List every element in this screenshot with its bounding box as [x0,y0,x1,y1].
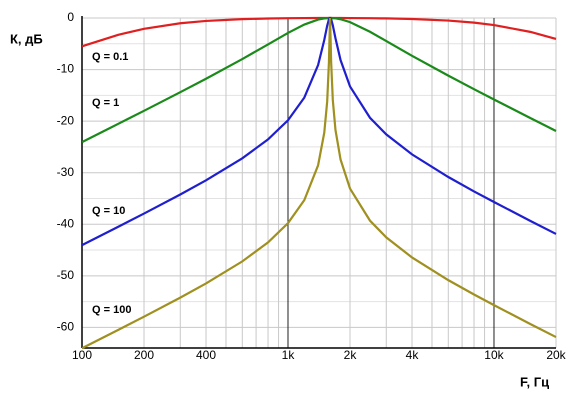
y-tick-label: -10 [57,62,75,76]
y-tick-label: -40 [57,216,75,230]
y-axis-title: К, дБ [10,31,43,46]
x-tick-label: 400 [196,348,216,362]
y-tick-label: -20 [57,113,75,127]
x-tick-label: 20k [546,348,566,362]
x-tick-label: 1k [282,348,296,362]
x-tick-label: 100 [72,348,92,362]
x-tick-label: 2k [344,348,358,362]
plot-area [82,16,557,350]
y-tick-label: -60 [57,320,75,334]
x-axis-title: F, Гц [520,374,549,389]
x-tick-label: 200 [134,348,154,362]
series-label: Q = 100 [92,304,131,316]
series-label: Q = 0.1 [92,51,128,63]
y-tick-label: -50 [57,268,75,282]
series-line [82,17,557,350]
series-label: Q = 1 [92,97,119,109]
x-tick-label: 10k [484,348,504,362]
y-tick-label: 0 [67,10,74,24]
x-tick-label: 4k [406,348,420,362]
y-tick-label: -30 [57,165,75,179]
series-label: Q = 10 [92,205,125,217]
